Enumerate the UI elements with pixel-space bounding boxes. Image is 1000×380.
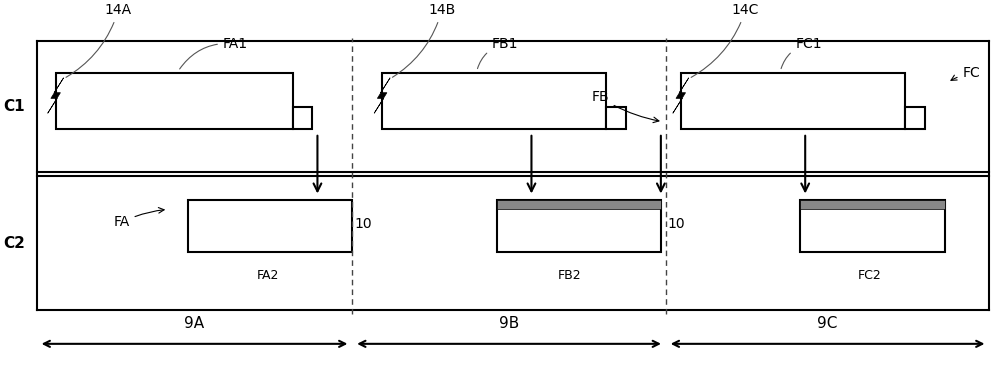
Polygon shape (374, 78, 390, 113)
Bar (188, 200, 352, 252)
Text: 14C: 14C (691, 3, 759, 78)
Bar (382, 73, 606, 129)
Text: 9B: 9B (499, 316, 519, 331)
Text: FA2: FA2 (256, 269, 279, 282)
Bar (606, 107, 626, 129)
Text: FC: FC (951, 66, 980, 81)
Bar (800, 200, 945, 252)
Text: FB2: FB2 (557, 269, 581, 282)
Text: FB: FB (591, 90, 659, 123)
Text: FB1: FB1 (477, 37, 518, 69)
Text: 9A: 9A (184, 316, 205, 331)
Text: FC2: FC2 (858, 269, 882, 282)
Text: 14A: 14A (66, 3, 132, 78)
Polygon shape (48, 78, 64, 113)
Text: 10: 10 (668, 217, 685, 231)
Text: FC1: FC1 (781, 37, 822, 69)
Text: FA1: FA1 (180, 37, 248, 69)
Bar (681, 73, 905, 129)
Bar (293, 107, 312, 129)
Bar (497, 200, 661, 252)
Polygon shape (673, 78, 689, 113)
Text: 10: 10 (354, 217, 372, 231)
Text: 14B: 14B (392, 3, 455, 77)
Bar (800, 200, 945, 209)
Bar (905, 107, 925, 129)
Text: FA: FA (113, 207, 164, 230)
Text: 9C: 9C (817, 316, 838, 331)
Text: C2: C2 (3, 236, 25, 250)
Bar (56, 73, 293, 129)
Text: C1: C1 (3, 99, 25, 114)
Bar (497, 200, 661, 209)
